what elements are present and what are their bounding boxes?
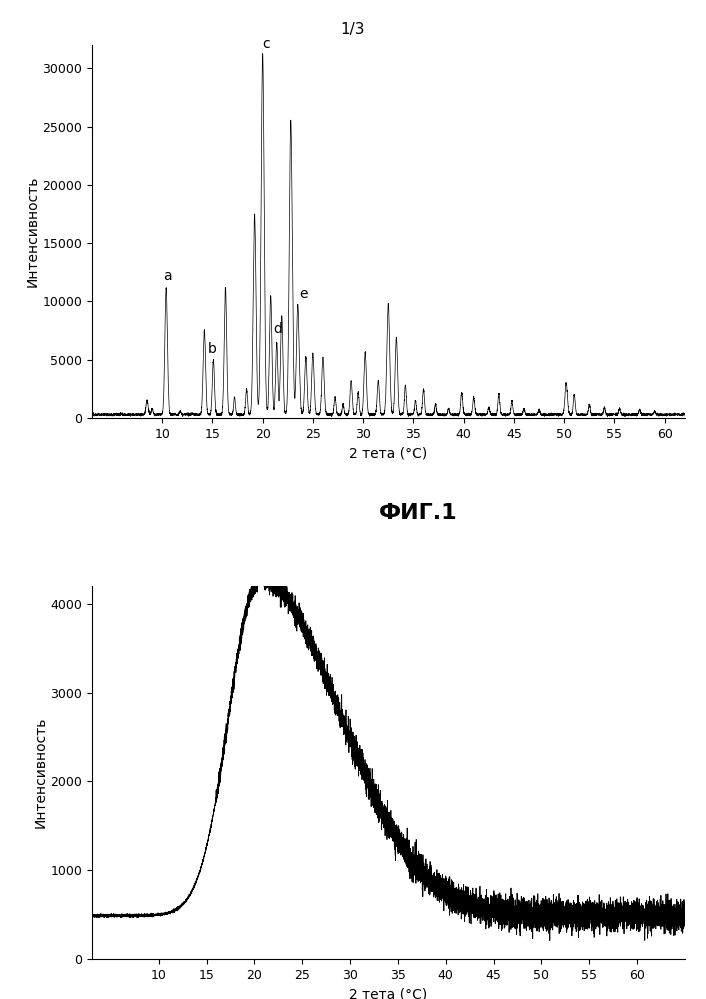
X-axis label: 2 тета (°C): 2 тета (°C) bbox=[349, 987, 427, 999]
Text: ФИГ.1: ФИГ.1 bbox=[378, 502, 457, 522]
X-axis label: 2 тета (°C): 2 тета (°C) bbox=[349, 447, 427, 461]
Text: d: d bbox=[273, 323, 282, 337]
Text: b: b bbox=[208, 343, 217, 357]
Text: a: a bbox=[163, 269, 172, 283]
Y-axis label: Интенсивность: Интенсивность bbox=[33, 717, 47, 828]
Y-axis label: Интенсивность: Интенсивность bbox=[25, 176, 40, 287]
Text: e: e bbox=[299, 288, 308, 302]
Text: c: c bbox=[262, 37, 270, 51]
Text: 1/3: 1/3 bbox=[341, 22, 365, 37]
